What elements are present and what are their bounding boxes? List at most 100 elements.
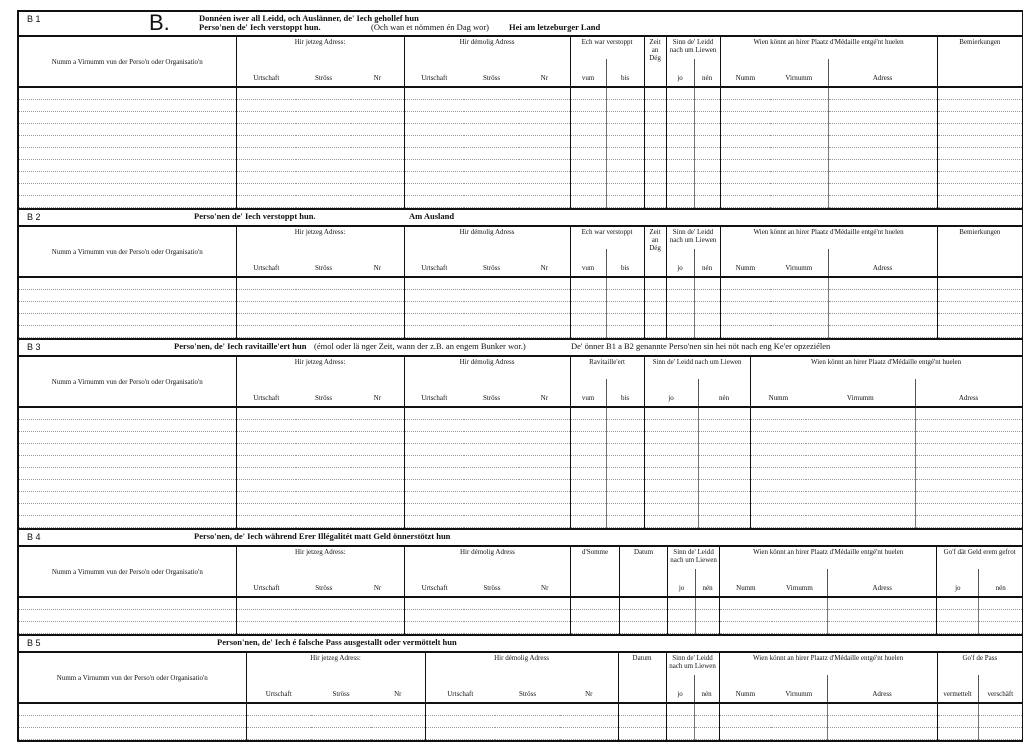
entry-cell[interactable] <box>235 99 296 112</box>
entry-cell[interactable] <box>464 597 520 610</box>
entry-cell[interactable] <box>403 277 465 290</box>
entry-cell[interactable] <box>697 491 751 504</box>
entry-cell[interactable] <box>806 455 916 468</box>
entry-cell[interactable] <box>19 159 236 172</box>
entry-cell[interactable] <box>235 301 296 314</box>
entry-cell[interactable] <box>464 159 520 172</box>
entry-cell[interactable] <box>464 431 520 444</box>
entry-cell[interactable] <box>914 419 1023 432</box>
entry-cell[interactable] <box>827 159 938 172</box>
entry-cell[interactable] <box>351 313 405 326</box>
entry-cell[interactable] <box>693 195 721 208</box>
entry-cell[interactable] <box>719 313 771 326</box>
entry-cell[interactable] <box>235 609 297 622</box>
entry-cell[interactable] <box>519 301 571 314</box>
entry-cell[interactable] <box>296 479 351 492</box>
entry-cell[interactable] <box>770 147 829 160</box>
entry-cell[interactable] <box>749 419 807 432</box>
entry-cell[interactable] <box>643 479 699 492</box>
entry-cell[interactable] <box>806 515 916 528</box>
entry-cell[interactable] <box>371 703 426 716</box>
entry-cell[interactable] <box>827 301 938 314</box>
entry-cell[interactable] <box>519 183 571 196</box>
entry-cell[interactable] <box>806 491 916 504</box>
entry-cell[interactable] <box>569 431 607 444</box>
entry-cell[interactable] <box>403 123 465 136</box>
entry-cell[interactable] <box>235 183 296 196</box>
entry-cell[interactable] <box>643 313 667 326</box>
entry-cell[interactable] <box>693 183 721 196</box>
entry-cell[interactable] <box>914 443 1023 456</box>
entry-cell[interactable] <box>978 597 1022 610</box>
entry-cell[interactable] <box>519 515 571 528</box>
entry-cell[interactable] <box>464 455 520 468</box>
entry-cell[interactable] <box>19 407 236 420</box>
entry-cell[interactable] <box>464 609 520 622</box>
entry-cell[interactable] <box>643 455 699 468</box>
entry-cell[interactable] <box>235 123 296 136</box>
entry-cell[interactable] <box>351 171 405 184</box>
entry-cell[interactable] <box>519 419 571 432</box>
entry-cell[interactable] <box>697 455 751 468</box>
entry-cell[interactable] <box>351 467 405 480</box>
entry-cell[interactable] <box>403 479 465 492</box>
entry-cell[interactable] <box>403 301 465 314</box>
entry-cell[interactable] <box>569 277 607 290</box>
entry-cell[interactable] <box>19 455 236 468</box>
entry-cell[interactable] <box>827 195 938 208</box>
entry-cell[interactable] <box>569 195 607 208</box>
entry-cell[interactable] <box>351 87 405 100</box>
entry-cell[interactable] <box>235 431 296 444</box>
entry-cell[interactable] <box>770 195 829 208</box>
entry-cell[interactable] <box>464 147 520 160</box>
entry-cell[interactable] <box>296 123 351 136</box>
entry-cell[interactable] <box>569 455 607 468</box>
entry-cell[interactable] <box>605 183 645 196</box>
entry-cell[interactable] <box>643 443 699 456</box>
entry-cell[interactable] <box>605 301 645 314</box>
entry-cell[interactable] <box>19 301 236 314</box>
entry-cell[interactable] <box>569 407 607 420</box>
entry-cell[interactable] <box>351 491 405 504</box>
entry-cell[interactable] <box>605 479 645 492</box>
entry-cell[interactable] <box>936 727 979 740</box>
entry-cell[interactable] <box>235 277 296 290</box>
entry-cell[interactable] <box>235 313 296 326</box>
entry-cell[interactable] <box>464 407 520 420</box>
entry-cell[interactable] <box>718 703 772 716</box>
entry-cell[interactable] <box>19 515 236 528</box>
entry-cell[interactable] <box>296 135 351 148</box>
entry-cell[interactable] <box>643 99 667 112</box>
entry-cell[interactable] <box>403 419 465 432</box>
entry-cell[interactable] <box>665 171 695 184</box>
entry-cell[interactable] <box>235 597 297 610</box>
entry-cell[interactable] <box>519 597 571 610</box>
entry-cell[interactable] <box>569 621 620 634</box>
entry-cell[interactable] <box>806 467 916 480</box>
entry-cell[interactable] <box>667 609 696 622</box>
entry-cell[interactable] <box>719 289 771 302</box>
entry-cell[interactable] <box>770 123 829 136</box>
entry-cell[interactable] <box>643 195 667 208</box>
entry-cell[interactable] <box>19 597 237 610</box>
entry-cell[interactable] <box>569 171 607 184</box>
entry-cell[interactable] <box>351 503 405 516</box>
entry-cell[interactable] <box>235 467 296 480</box>
entry-cell[interactable] <box>311 715 371 728</box>
entry-cell[interactable] <box>519 195 571 208</box>
entry-cell[interactable] <box>351 479 405 492</box>
entry-cell[interactable] <box>296 455 351 468</box>
entry-cell[interactable] <box>403 455 465 468</box>
entry-cell[interactable] <box>665 195 695 208</box>
entry-cell[interactable] <box>605 431 645 444</box>
entry-cell[interactable] <box>19 325 236 338</box>
entry-cell[interactable] <box>403 289 465 302</box>
entry-cell[interactable] <box>560 715 619 728</box>
entry-cell[interactable] <box>464 123 520 136</box>
entry-cell[interactable] <box>403 431 465 444</box>
entry-cell[interactable] <box>235 159 296 172</box>
entry-cell[interactable] <box>296 443 351 456</box>
entry-cell[interactable] <box>643 159 667 172</box>
entry-cell[interactable] <box>693 715 720 728</box>
entry-cell[interactable] <box>403 515 465 528</box>
